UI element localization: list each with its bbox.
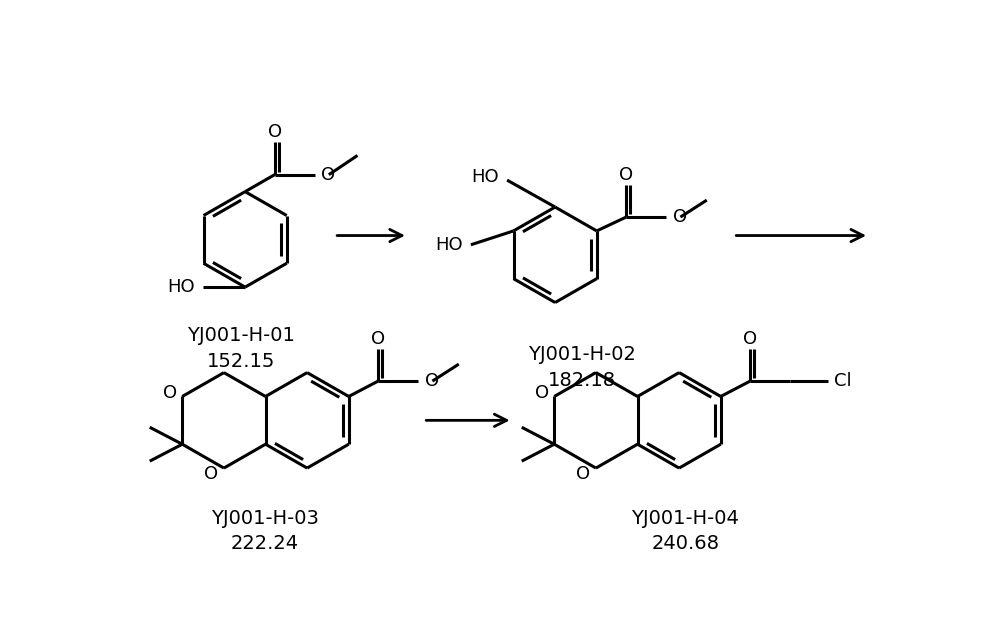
Text: HO: HO [436, 236, 463, 254]
Text: 240.68: 240.68 [651, 534, 719, 553]
Text: O: O [321, 166, 335, 184]
Text: O: O [425, 372, 439, 390]
Text: O: O [535, 383, 549, 402]
Text: O: O [576, 465, 590, 483]
Text: 222.24: 222.24 [230, 534, 299, 553]
Text: YJ001-H-04: YJ001-H-04 [631, 508, 739, 528]
Text: O: O [163, 383, 177, 402]
Text: HO: HO [472, 168, 499, 186]
Text: O: O [268, 123, 282, 142]
Text: O: O [371, 329, 385, 347]
Text: O: O [204, 465, 218, 483]
Text: YJ001-H-03: YJ001-H-03 [211, 508, 318, 528]
Text: YJ001-H-01: YJ001-H-01 [187, 326, 295, 345]
Text: O: O [673, 208, 687, 226]
Text: 152.15: 152.15 [207, 351, 275, 370]
Text: Cl: Cl [834, 372, 852, 390]
Text: HO: HO [167, 278, 195, 296]
Text: YJ001-H-02: YJ001-H-02 [528, 345, 636, 364]
Text: O: O [619, 166, 633, 184]
Text: O: O [743, 329, 757, 347]
Text: 182.18: 182.18 [548, 370, 616, 390]
